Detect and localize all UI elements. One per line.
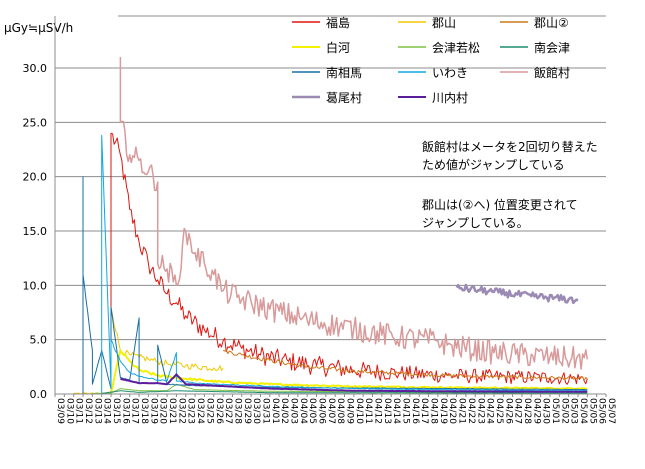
x-tick-label: 04/18 [429,398,439,424]
axes: 0.0 5.0 10.0 15.0 20.0 25.0 30.0 μGy≒μSV/h 03/09… [4,16,616,424]
series-line-川内村 [120,373,588,393]
series-line-郡山 [73,306,224,395]
x-tick-label: 05/04 [578,398,588,424]
x-tick-label: 03/26 [214,398,224,424]
x-tick-label: 04/05 [307,398,317,424]
legend-label: いわき [432,66,468,80]
annotation-text: ため値がジャンプしている [422,157,565,172]
x-tick-label: 03/17 [130,398,140,424]
series-line-福島 [110,132,588,394]
legend-label: 郡山 [432,16,456,30]
x-tick-label: 04/07 [326,398,336,424]
series-line-南会津 [101,390,588,394]
x-tick-label: 05/06 [597,398,607,424]
x-tick-label: 03/20 [158,398,168,424]
x-tick-label: 05/05 [587,398,597,424]
x-tick-label: 04/17 [419,398,429,424]
x-tick-label: 04/12 [373,398,383,424]
x-tick-label: 04/11 [363,398,373,424]
x-tick-label: 04/19 [438,398,448,424]
x-tick-label: 03/19 [148,398,158,424]
x-tick-label: 04/01 [270,398,280,424]
legend-label: 白河 [326,40,350,55]
x-tick-label: 04/06 [316,398,326,424]
x-tick-label: 04/30 [541,398,551,424]
legend-label: 飯館村 [534,65,570,80]
legend-label: 会津若松 [432,41,480,55]
x-tick-label: 03/29 [242,398,252,424]
y-tick-label: 5.0 [30,334,48,347]
x-tick-label: 04/23 [475,398,485,424]
x-tick-label: 03/10 [64,398,74,424]
x-tick-label: 03/27 [223,398,233,424]
annotation-text: 飯館村はメータを2回切り替えた [422,139,598,154]
x-tick-label: 03/22 [176,398,186,424]
x-tick-label: 04/20 [447,398,457,424]
y-tick-label: 15.0 [23,225,48,238]
x-tick-label: 04/13 [382,398,392,424]
x-tick-label: 03/13 [92,398,102,424]
series-line-白河 [110,349,588,394]
x-tick-label: 03/31 [260,398,270,424]
x-tick-label: 03/25 [204,398,214,424]
x-tick-label: 04/29 [531,398,541,424]
series-line-葛尾村 [455,283,579,305]
x-tick-label: 03/12 [83,398,93,424]
x-tick-label: 03/23 [186,398,196,424]
x-tick-label: 05/03 [569,398,579,424]
series-line-いわき [101,134,588,393]
y-tick-label: 0.0 [30,388,48,401]
annotation-text: ジャンプしている。 [422,216,529,230]
x-tick-label: 04/22 [466,398,476,424]
legend-label: 南相馬 [326,65,362,80]
legend-label: 川内村 [432,91,468,105]
x-tick-label: 03/09 [55,398,65,424]
x-tick-label: 03/21 [167,398,177,424]
series-lines [73,57,589,395]
x-tick-label: 04/14 [391,398,401,424]
gridlines [55,15,606,395]
x-tick-label: 05/07 [606,398,616,424]
x-tick-label: 04/25 [494,398,504,424]
x-tick-label: 05/02 [559,398,569,424]
x-tick-label: 04/28 [522,398,532,424]
y-tick-label: 20.0 [23,171,48,184]
legend-label: 福島 [326,15,350,30]
x-tick-label: 04/16 [410,398,420,424]
x-tick-label: 04/04 [298,398,308,424]
y-axis-label: μGy≒μSV/h [4,21,73,35]
x-tick-label: 04/09 [345,398,355,424]
x-tick-label: 03/18 [139,398,149,424]
x-tick-label: 04/10 [354,398,364,424]
x-tick-label: 03/28 [232,398,242,424]
y-tick-label: 25.0 [23,116,48,129]
x-tick-label: 04/21 [457,398,467,424]
x-tick-label: 03/30 [251,398,261,424]
x-tick-label: 04/26 [503,398,513,424]
annotation-text: 郡山は(②へ) 位置変更されて [422,197,578,212]
x-tick-label: 03/14 [102,398,112,424]
y-tick-label: 30.0 [23,62,48,75]
series-line-郡山② [222,348,588,381]
x-tick-label: 03/24 [195,398,205,424]
x-tick-label: 03/11 [74,398,84,424]
x-tick-label: 04/03 [288,398,298,424]
x-tick-label: 04/27 [513,398,523,424]
x-tick-label: 03/16 [120,398,130,424]
series-line-飯館村 [119,57,589,370]
x-tick-label: 05/01 [550,398,560,424]
legend-label: 郡山② [534,16,569,30]
legend-label: 葛尾村 [326,91,362,105]
x-tick-label: 03/15 [111,398,121,424]
x-tick-label: 04/24 [485,398,495,424]
x-tick-label: 04/02 [279,398,289,424]
y-tick-label: 10.0 [23,279,48,292]
x-tick-label: 04/15 [401,398,411,424]
x-tick-label: 04/08 [335,398,345,424]
legend-label: 南会津 [534,40,570,55]
